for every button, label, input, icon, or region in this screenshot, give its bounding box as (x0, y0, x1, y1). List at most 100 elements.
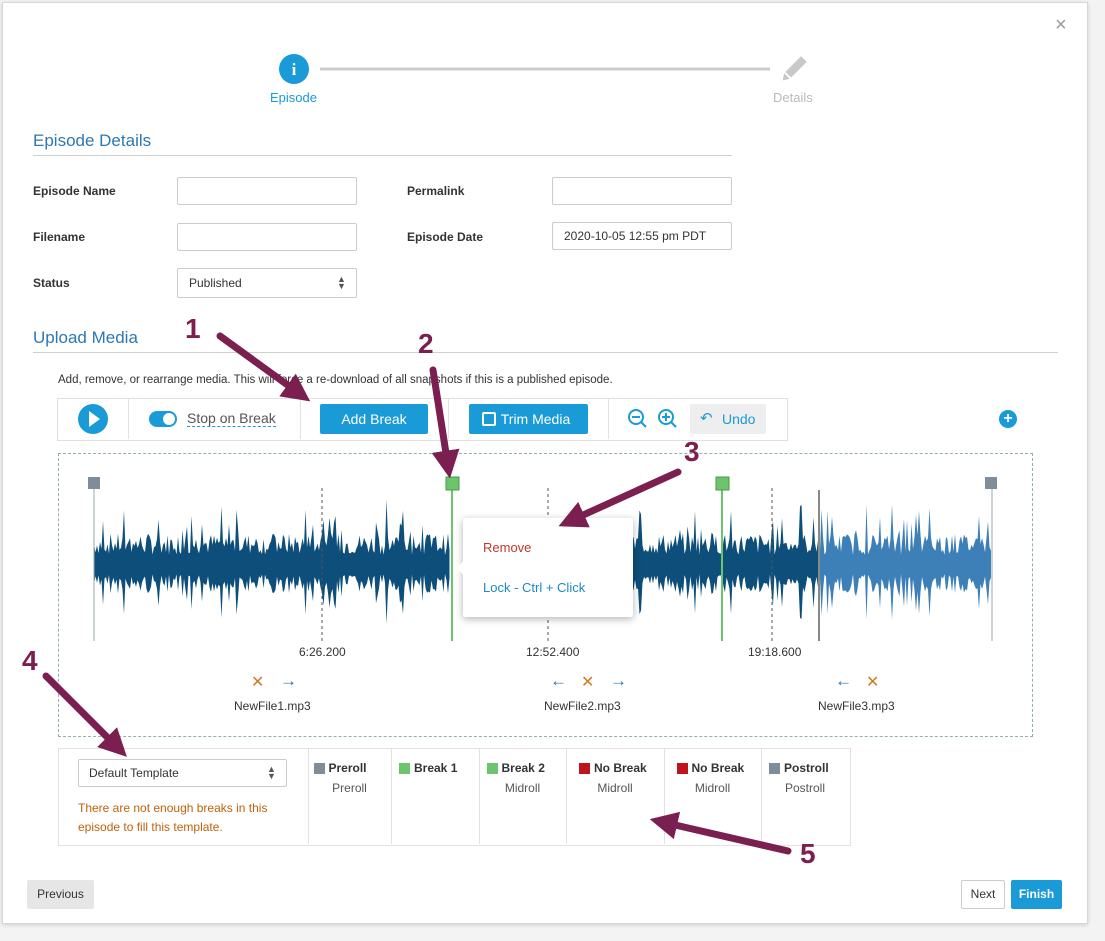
break-name: No Break (691, 761, 745, 775)
waveform (820, 504, 991, 620)
break-swatch (313, 763, 325, 774)
section-rule (33, 352, 1058, 353)
add-break-button[interactable]: Add Break (320, 404, 428, 434)
break-swatch (399, 763, 410, 774)
status-select[interactable]: Published (177, 268, 357, 298)
undo-icon: ↶ (700, 410, 713, 427)
divider (566, 749, 567, 844)
step-label: Episode (270, 90, 317, 105)
annotation-number: 4 (22, 645, 38, 676)
field-label: Status (33, 276, 70, 290)
marker[interactable] (715, 476, 730, 491)
break-type: Postroll (784, 781, 825, 795)
pencil-icon (782, 56, 807, 81)
annotation-number: 2 (418, 328, 434, 359)
close-button[interactable]: × (1055, 14, 1067, 36)
file-name: NewFile1.mp3 (234, 699, 311, 713)
step-icon[interactable] (279, 54, 309, 84)
divider (300, 399, 301, 439)
time-label: 19:18.600 (748, 645, 802, 659)
break-swatch (676, 763, 688, 774)
time-label: 12:52.400 (526, 645, 580, 659)
field-label: Episode Date (407, 230, 484, 244)
move-right[interactable]: → (610, 671, 627, 690)
trim-icon (482, 412, 496, 426)
finish-button[interactable]: Finish (1011, 880, 1062, 909)
arrow (649, 811, 792, 855)
section-rule (33, 155, 732, 156)
field-label: Episode Name (33, 184, 116, 198)
annotation-number: 3 (684, 436, 700, 467)
divider (448, 399, 449, 439)
arrow (558, 468, 682, 528)
date-input[interactable]: 2020-10-05 12:55 pm PDT (552, 222, 732, 250)
annotation-number: 5 (800, 838, 816, 869)
move-left[interactable]: ← (835, 671, 852, 690)
annotation-number: 1 (185, 313, 201, 344)
break-swatch (579, 763, 590, 774)
stop-on-break[interactable]: Stop on Break (187, 410, 276, 427)
play-icon (89, 411, 100, 427)
break-type: Midroll (694, 781, 731, 795)
template-panel (58, 748, 851, 846)
template-warning: There are not enough breaks in this epis… (78, 801, 268, 834)
previous-button[interactable]: Previous (27, 880, 94, 909)
divider (608, 399, 609, 439)
text-input[interactable] (177, 177, 357, 205)
file-name: NewFile3.mp3 (818, 699, 895, 713)
section-title: Episode Details (33, 131, 152, 150)
waveform (94, 499, 450, 624)
break-name: No Break (594, 761, 647, 775)
divider (308, 749, 309, 844)
marker[interactable] (985, 477, 997, 489)
step-icon-text: i (292, 60, 297, 79)
field-label: Filename (33, 230, 86, 244)
file-name: NewFile2.mp3 (544, 699, 621, 713)
divider (664, 749, 665, 844)
select-arrows: ▲ ▼ (337, 274, 346, 291)
break-swatch (769, 763, 780, 774)
field-label: Permalink (407, 184, 465, 198)
marker[interactable] (88, 477, 100, 489)
undo-button[interactable]: Undo (690, 404, 766, 434)
menu-item[interactable]: Remove (483, 540, 532, 555)
divider (128, 399, 129, 439)
arrow (429, 366, 460, 479)
text-input[interactable] (177, 223, 357, 251)
next-button[interactable]: Next (961, 880, 1005, 909)
menu-pointer (456, 561, 464, 575)
remove-file[interactable]: ✕ (581, 674, 595, 691)
break-name: Break 2 (501, 761, 545, 775)
divider (391, 749, 392, 844)
description: Add, remove, or rearrange media. This wi… (58, 374, 613, 386)
move-right[interactable]: → (280, 671, 297, 690)
break-type: Preroll (332, 781, 367, 795)
trim-media-button[interactable]: Trim Media (469, 404, 588, 434)
remove-file[interactable]: ✕ (866, 674, 880, 691)
break-type: Midroll (504, 781, 541, 795)
toolbar (57, 398, 788, 441)
context-menu (463, 518, 633, 617)
time-label: 6:26.200 (299, 645, 346, 659)
break-type: Midroll (597, 781, 633, 795)
menu-item[interactable]: Lock - Ctrl + Click (483, 580, 586, 595)
step-label: Details (773, 90, 813, 105)
timeline-box (58, 453, 1033, 737)
remove-file[interactable]: ✕ (251, 674, 265, 691)
break-name: Postroll (784, 761, 829, 775)
section-title: Upload Media (33, 328, 138, 347)
zoom-icons (628, 409, 677, 428)
add-media-button[interactable]: + (999, 410, 1017, 428)
divider (761, 749, 762, 844)
template-select[interactable]: Default Template (78, 759, 287, 787)
text-input[interactable] (552, 177, 732, 205)
break-swatch (486, 763, 498, 774)
toggle-knob (163, 413, 175, 425)
divider (479, 749, 480, 844)
move-left[interactable]: ← (550, 671, 567, 690)
break-name: Preroll (328, 761, 367, 775)
